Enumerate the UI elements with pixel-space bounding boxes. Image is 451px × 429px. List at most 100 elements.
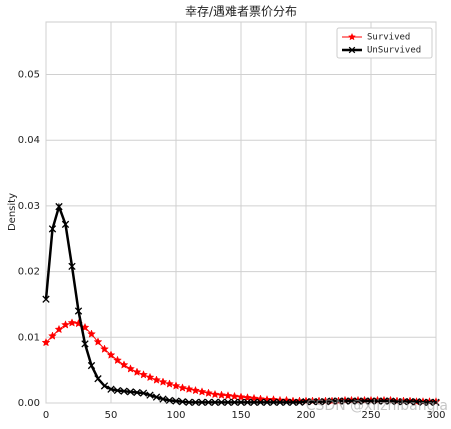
point (185, 398, 193, 407)
point (198, 398, 206, 407)
point (223, 391, 233, 400)
point (106, 350, 116, 359)
point (308, 398, 317, 406)
point (184, 384, 194, 393)
point (373, 397, 382, 405)
point (100, 382, 109, 390)
point (217, 398, 226, 407)
point (360, 397, 369, 405)
point (113, 386, 122, 395)
point (87, 329, 96, 338)
y-tick-label: 0.02 (18, 267, 40, 278)
point (54, 324, 64, 334)
point (230, 391, 239, 401)
point (204, 388, 213, 397)
y-tick-label: 0.05 (18, 70, 40, 81)
legend-marker (348, 32, 356, 41)
point (126, 364, 135, 373)
legend-label: UnSurvived (367, 46, 421, 56)
point (159, 395, 167, 403)
x-tick-label: 150 (231, 410, 250, 421)
y-tick-label: 0.01 (18, 332, 40, 343)
point (432, 398, 440, 407)
point (334, 397, 343, 405)
point (341, 397, 349, 405)
point (367, 397, 375, 405)
point (191, 398, 200, 407)
point (139, 370, 148, 379)
point (250, 398, 258, 407)
point (81, 340, 89, 348)
x-tick-label: 250 (361, 410, 380, 421)
x-tick-label: 200 (296, 410, 315, 421)
point (425, 398, 434, 407)
point (224, 398, 232, 407)
point (354, 397, 362, 405)
point (263, 398, 271, 407)
point (295, 398, 304, 407)
point (393, 398, 401, 406)
point (172, 397, 180, 405)
point (165, 379, 174, 388)
point (93, 337, 103, 346)
point (132, 367, 142, 376)
point (243, 393, 252, 402)
point (158, 377, 168, 386)
y-tick-label: 0.03 (18, 201, 40, 212)
point (406, 398, 414, 406)
point (41, 337, 51, 347)
point (282, 398, 291, 407)
point (145, 372, 155, 382)
point (61, 220, 70, 228)
point (269, 398, 278, 407)
x-tick-label: 300 (426, 410, 445, 421)
point (100, 344, 109, 353)
point (243, 398, 252, 407)
point (107, 385, 115, 393)
point (217, 390, 226, 399)
point (178, 383, 187, 392)
point (321, 398, 330, 406)
point (68, 262, 76, 271)
point (152, 393, 161, 401)
point (48, 225, 57, 233)
point (419, 398, 427, 407)
point (386, 397, 395, 405)
point (315, 398, 323, 406)
point (165, 396, 174, 405)
point (42, 295, 50, 303)
x-tick-label: 50 (105, 410, 118, 421)
legend-marker (348, 46, 356, 54)
point (146, 391, 154, 399)
point (87, 361, 96, 370)
point (55, 202, 63, 211)
watermark: CSDN @xlizhibangla (306, 398, 448, 414)
point (347, 397, 356, 405)
point (94, 375, 102, 383)
point (48, 331, 57, 340)
point (139, 389, 148, 397)
point (126, 388, 135, 396)
point (256, 398, 265, 407)
point (204, 398, 213, 407)
point (230, 398, 239, 407)
point (119, 360, 129, 369)
point (211, 398, 219, 407)
point (133, 388, 141, 397)
point (74, 307, 83, 315)
point (210, 389, 220, 399)
point (197, 387, 207, 396)
point (61, 320, 70, 329)
x-tick-label: 0 (43, 410, 49, 421)
y-tick-label: 0.00 (18, 398, 40, 409)
point (412, 398, 421, 406)
point (191, 385, 200, 395)
point (302, 398, 310, 406)
point (67, 318, 77, 327)
y-axis-label: Density (7, 193, 18, 231)
point (113, 355, 122, 365)
point (236, 392, 246, 401)
point (276, 398, 284, 407)
point (237, 398, 245, 407)
